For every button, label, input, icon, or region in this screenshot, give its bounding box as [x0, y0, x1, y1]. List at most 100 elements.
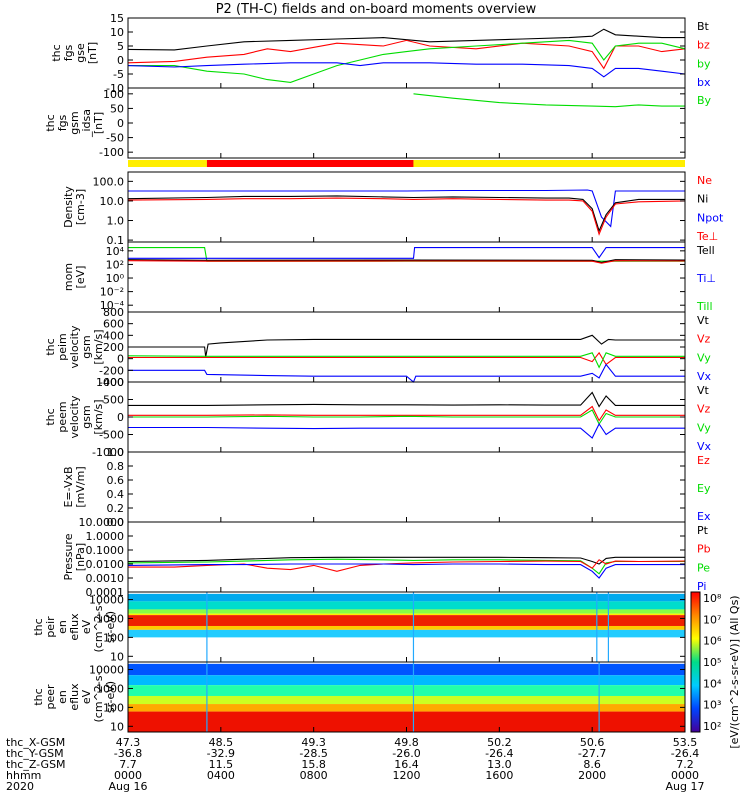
ylabel-efield-0: E=-VxB: [62, 466, 75, 507]
ytick-label-fgs_gsm-2: 0: [117, 117, 124, 130]
colorbar-group: 10⁸ 10⁷ 10⁶ 10⁵ 10⁴ 10³ 10² [eV/(cm^2-s-sr-eV)]…: [690, 591, 741, 749]
legend-peem-3: Vx: [697, 440, 712, 453]
mode-bar-segment-0: [128, 160, 207, 167]
ytick-label-peir-3: 10: [110, 650, 124, 663]
colorbar-tick-4: 10⁴: [703, 677, 722, 690]
legend-density-2: Npot: [697, 211, 724, 224]
footer-label-3: hhmm: [6, 769, 41, 782]
ytick-label-efield-4: 0.2: [107, 502, 125, 515]
legend-peim-3: Vx: [697, 370, 712, 383]
footer-value-3-3: 1200: [393, 769, 421, 782]
footer-value-1-0: -36.8: [114, 747, 142, 760]
legend-peim-1: Vz: [697, 333, 711, 346]
ylabel-peer-6: sr-eV): [104, 681, 117, 713]
ylabel-temp-1: [eV]: [74, 266, 87, 289]
panel-frame-fgs: [127, 17, 686, 89]
series-peim-1: [128, 351, 685, 366]
ytick-label-fgs-4: -5: [113, 68, 124, 81]
ytick-label-temp-1: 10²: [106, 258, 124, 271]
ytick-label-density-2: 1.0: [107, 215, 125, 228]
colorbar-gradient: [690, 591, 701, 733]
ytick-label-fgs-0: 15: [110, 12, 124, 25]
spectrogram-band-2: [128, 609, 685, 614]
ytick-label-fgs_gsm-3: -50: [106, 132, 124, 145]
ylabel-density-1: [cm-3]: [74, 189, 87, 225]
legend-efield-0: Ez: [697, 454, 710, 467]
ytick-label-peim-6: -400: [99, 376, 124, 389]
ylabel-peer-5: (cm^2-s-: [92, 672, 105, 723]
mode-bar-segment-2: [413, 160, 685, 167]
colorbar-tick-2: 10⁶: [703, 635, 722, 648]
legend-temp-0: Tell: [696, 244, 715, 257]
colorbar-label: [eV/(cm^2-s-sr-eV)] (All Qs): [728, 595, 741, 748]
ytick-label-peir-1: 1000: [96, 612, 124, 625]
colorbar-tick-6: 10²: [703, 720, 721, 733]
series-density-0: [128, 189, 685, 228]
ytick-label-efield-5: 0.0: [107, 516, 125, 529]
ytick-label-fgs_gsm-1: 50: [110, 102, 124, 115]
ytick-label-peir-2: 100: [103, 631, 124, 644]
legend-peim-0: Vt: [697, 314, 710, 327]
ylabel-fgs-1: fgs: [62, 44, 75, 61]
mode-bar-segment-1: [206, 160, 414, 167]
spectrogram-band-5: [128, 711, 685, 732]
ylabel-fgs-3: [nT]: [86, 42, 99, 64]
ytick-label-fgs-3: 0: [117, 54, 124, 67]
footer-value-3-5: 2000: [578, 769, 606, 782]
series-peem-2: [128, 409, 685, 426]
footer-value-0-2: 49.3: [301, 736, 326, 749]
ylabel-peer-0: thc: [32, 688, 45, 705]
ylabel-peir-1: peir: [44, 616, 57, 638]
ytick-label-peim-3: 200: [103, 341, 124, 354]
series-peem-3: [128, 422, 685, 439]
legend-fgs-3: bx: [697, 76, 711, 89]
legend-pressure-3: Pi: [697, 580, 706, 593]
ytick-label-peem-3: -500: [99, 429, 124, 442]
legend-pressure-1: Pb: [697, 543, 711, 556]
spectrogram-band-4: [128, 704, 685, 712]
ytick-label-fgs-5: -10: [106, 82, 124, 95]
footer-value-0-4: 50.2: [487, 736, 512, 749]
ylabel-peir-0: thc: [32, 618, 45, 635]
legend-density-1: Ni: [697, 193, 708, 206]
chart-title: P2 (TH-C) fields and on-board moments ov…: [216, 2, 537, 17]
ytick-label-peir-0: 10000: [89, 594, 124, 607]
footer-value-0-1: 48.5: [209, 736, 234, 749]
ylabel-fgs_gsm-1: fgs: [56, 114, 69, 131]
ytick-label-fgs_gsm-4: -100: [99, 146, 124, 159]
legend-peem-1: Vz: [697, 403, 711, 416]
spectrogram-band-0: [128, 593, 685, 602]
series-peim-0: [128, 334, 685, 358]
ylabel-peem-3: gsm: [80, 405, 93, 428]
series-peim-2: [127, 352, 685, 369]
ylabel-fgs_gsm-4: [nT]: [92, 112, 105, 134]
legend-fgs-0: Bt: [697, 20, 710, 33]
series-fgs-3: [127, 62, 686, 78]
series-peem-0: [128, 391, 685, 408]
ytick-label-fgs-2: 5: [117, 40, 124, 53]
panel-frame-efield: [127, 451, 686, 523]
ylabel-pressure-1: [nPa]: [74, 543, 87, 571]
legend-fgs-2: by: [697, 57, 711, 70]
footer-value-1-1: -32.9: [207, 747, 235, 760]
ytick-label-peim-1: 600: [103, 318, 124, 331]
footer-value-2-2: 15.8: [301, 758, 326, 771]
footer-value-4-0: Aug 16: [109, 780, 148, 793]
footer-label-0: thc_X-GSM: [6, 736, 65, 749]
footer-value-1-2: -28.5: [299, 747, 327, 760]
ytick-label-temp-2: 10⁰: [106, 272, 125, 285]
ytick-label-pressure-1: 1.0000: [86, 530, 125, 543]
ylabel-efield-1: [mV/m]: [74, 466, 87, 507]
footer-value-2-6: 7.2: [676, 758, 694, 771]
footer-value-0-6: 53.5: [673, 736, 698, 749]
series-fgs_gsm-0: [413, 93, 685, 108]
series-peim-3: [128, 363, 685, 383]
ylabel-peim-1: peim: [56, 333, 69, 361]
footer-value-0-3: 49.8: [394, 736, 419, 749]
ylabel-pressure-0: Pressure: [62, 533, 75, 580]
ylabel-peir-4: eV: [80, 619, 93, 634]
spectrogram-band-2: [128, 685, 685, 696]
